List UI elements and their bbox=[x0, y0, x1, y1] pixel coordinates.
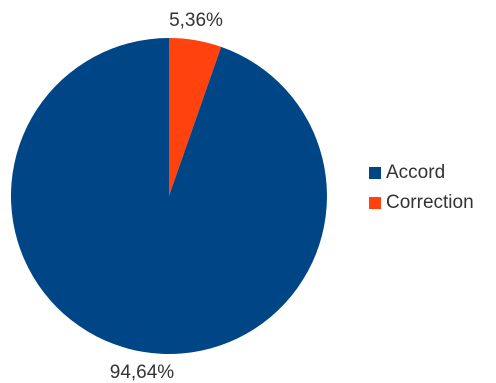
legend-item-accord: Accord bbox=[369, 158, 474, 188]
data-label-correction: 5,36% bbox=[169, 10, 223, 31]
pie-slices bbox=[10, 38, 327, 355]
legend-label-accord: Accord bbox=[386, 162, 446, 183]
pie-slice-accord bbox=[10, 38, 327, 355]
legend: Accord Correction bbox=[369, 158, 474, 218]
data-label-accord: 94,64% bbox=[110, 362, 175, 383]
pie-slice-correction bbox=[169, 38, 222, 196]
legend-label-correction: Correction bbox=[386, 192, 474, 213]
legend-swatch-correction bbox=[369, 197, 381, 209]
legend-swatch-accord bbox=[369, 167, 381, 179]
legend-item-correction: Correction bbox=[369, 188, 474, 218]
data-labels: 5,36% 94,64% bbox=[110, 10, 223, 383]
